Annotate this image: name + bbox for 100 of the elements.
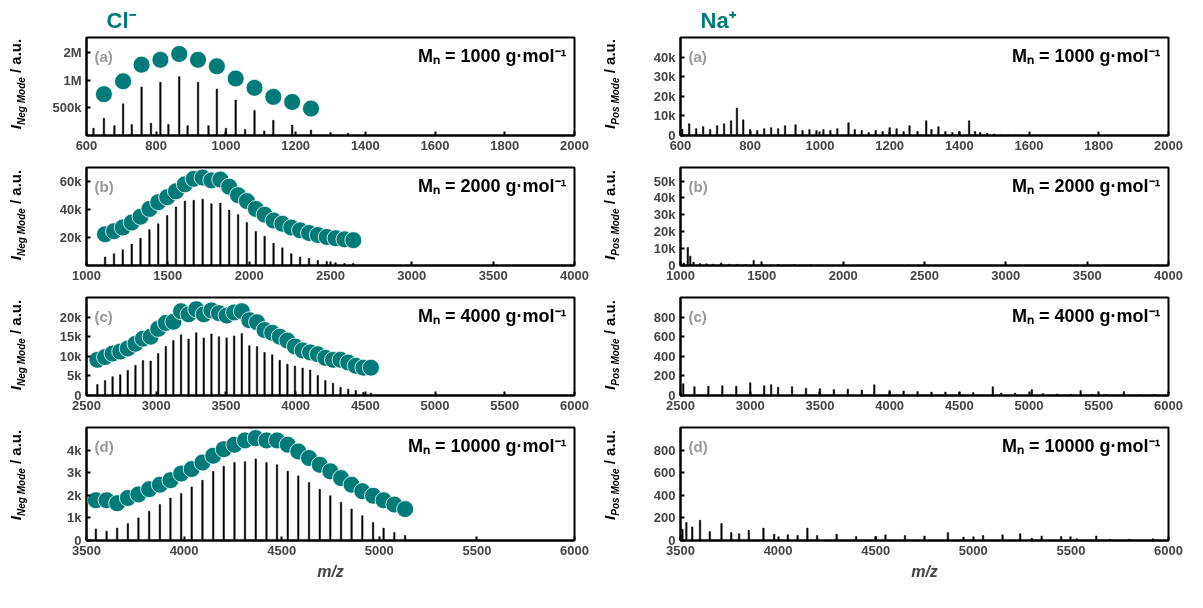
x-tick-label: 1000 (805, 137, 835, 153)
x-tick-label: 3500 (1072, 267, 1102, 283)
y-tick-label: 2k (67, 487, 83, 503)
annotation: Mₙ = 2000 g·mol⁻¹ (1011, 175, 1161, 196)
annotation: (b) (688, 177, 708, 195)
point (114, 72, 132, 91)
y-tick-label: 30k (653, 69, 677, 85)
x-tick-label: 1500 (747, 267, 777, 283)
annotation: (b) (94, 177, 114, 195)
chart-title: Cl⁻ (106, 7, 137, 33)
annotation: Mₙ = 10000 g·mol⁻¹ (407, 435, 567, 456)
x-tick-label: 800 (739, 137, 762, 153)
x-tick-label: 2500 (316, 267, 345, 283)
x-tick-label: 5500 (1084, 397, 1114, 413)
y-tick-label: 600 (653, 465, 676, 481)
x-tick-label: 1400 (350, 137, 380, 153)
point (245, 78, 264, 97)
x-tick-label: 4000 (875, 397, 905, 413)
point (151, 50, 170, 69)
annotation: (a) (688, 47, 707, 65)
y-tick-label: 40k (653, 49, 677, 65)
x-tick-label: 6000 (560, 542, 589, 558)
x-tick-label: 4000 (169, 542, 199, 558)
annotation: (d) (688, 437, 708, 455)
y-tick-label: 5k (67, 368, 83, 384)
y-tick-label: 10k (59, 348, 83, 364)
x-tick-label: 1800 (1084, 137, 1114, 153)
annotation: (c) (688, 307, 707, 325)
y-tick-label: 20k (653, 88, 677, 104)
x-tick-label: 6000 (1154, 542, 1183, 558)
annotation: Mₙ = 1000 g·mol⁻¹ (1011, 45, 1161, 66)
x-tick-label: 1600 (420, 137, 450, 153)
x-tick-label: 5000 (958, 542, 988, 558)
y-tick-label: 10k (653, 241, 677, 257)
y-tick-label: 2M (63, 44, 82, 60)
x-tick-label: 2000 (560, 137, 589, 153)
x-tick-label: 2000 (828, 267, 858, 283)
point (189, 50, 207, 69)
chart-title: Na⁺ (700, 7, 737, 33)
annotation: Mₙ = 4000 g·mol⁻¹ (1011, 305, 1161, 326)
point (396, 500, 414, 518)
x-tick-label: 2500 (910, 267, 939, 283)
annotation: (d) (94, 437, 114, 455)
x-axis-title: m/z (911, 562, 938, 580)
y-tick-label: 40k (59, 202, 83, 217)
point (264, 87, 283, 106)
x-axis-title: m/z (317, 562, 344, 580)
x-tick-label: 6000 (560, 397, 589, 413)
annotation: Mₙ = 2000 g·mol⁻¹ (417, 175, 567, 196)
y-tick-label: 500k (52, 100, 83, 116)
x-tick-label: 3000 (397, 267, 427, 283)
x-tick-label: 3500 (805, 397, 835, 413)
x-tick-label: 1400 (944, 137, 974, 153)
y-tick-label: 400 (653, 487, 676, 503)
y-tick-label: 20k (59, 230, 83, 245)
y-tick-label: 800 (653, 442, 676, 458)
x-tick-label: 4000 (281, 397, 311, 413)
point (302, 99, 320, 118)
x-tick-label: 1200 (875, 137, 905, 153)
x-tick-label: 4500 (267, 542, 297, 558)
y-tick-label: 800 (653, 309, 676, 325)
x-tick-label: 2000 (1154, 137, 1183, 153)
x-tick-label: 4000 (1154, 267, 1183, 283)
y-tick-label: 400 (653, 348, 676, 364)
x-tick-label: 1200 (281, 137, 311, 153)
point (226, 69, 245, 88)
x-tick-label: 3000 (141, 397, 171, 413)
x-tick-label: 5500 (490, 397, 520, 413)
y-tick-label: 600 (653, 329, 676, 345)
x-tick-label: 1600 (1014, 137, 1044, 153)
y-tick-label: 60k (59, 174, 83, 189)
x-tick-label: 4500 (861, 542, 891, 558)
y-tick-label: 30k (653, 207, 677, 223)
y-tick-label: 1k (67, 510, 83, 526)
point (95, 85, 113, 104)
x-tick-label: 1000 (72, 267, 101, 283)
annotation: Mₙ = 10000 g·mol⁻¹ (1001, 435, 1161, 456)
x-tick-label: 3000 (735, 397, 765, 413)
point (170, 45, 189, 63)
point (362, 358, 380, 377)
y-tick-label: 15k (59, 329, 83, 345)
x-tick-label: 5500 (462, 542, 492, 558)
x-tick-label: 5000 (420, 397, 450, 413)
y-tick-label: 200 (653, 510, 676, 526)
y-tick-label: 200 (653, 368, 676, 384)
x-tick-label: 5000 (364, 542, 394, 558)
y-tick-label: 1M (63, 72, 82, 88)
annotation: Mₙ = 4000 g·mol⁻¹ (417, 305, 567, 326)
annotation: (a) (94, 47, 113, 65)
point (132, 55, 151, 74)
y-tick-label: 20k (653, 224, 677, 240)
x-tick-label: 3500 (211, 397, 241, 413)
y-tick-label: 40k (653, 190, 677, 206)
x-tick-label: 1800 (490, 137, 520, 153)
x-tick-label: 1000 (211, 137, 241, 153)
x-tick-label: 1500 (153, 267, 183, 283)
x-tick-label: 2000 (234, 267, 264, 283)
y-tick-label: 50k (653, 173, 677, 189)
x-tick-label: 800 (145, 137, 168, 153)
x-tick-label: 5000 (1014, 397, 1044, 413)
